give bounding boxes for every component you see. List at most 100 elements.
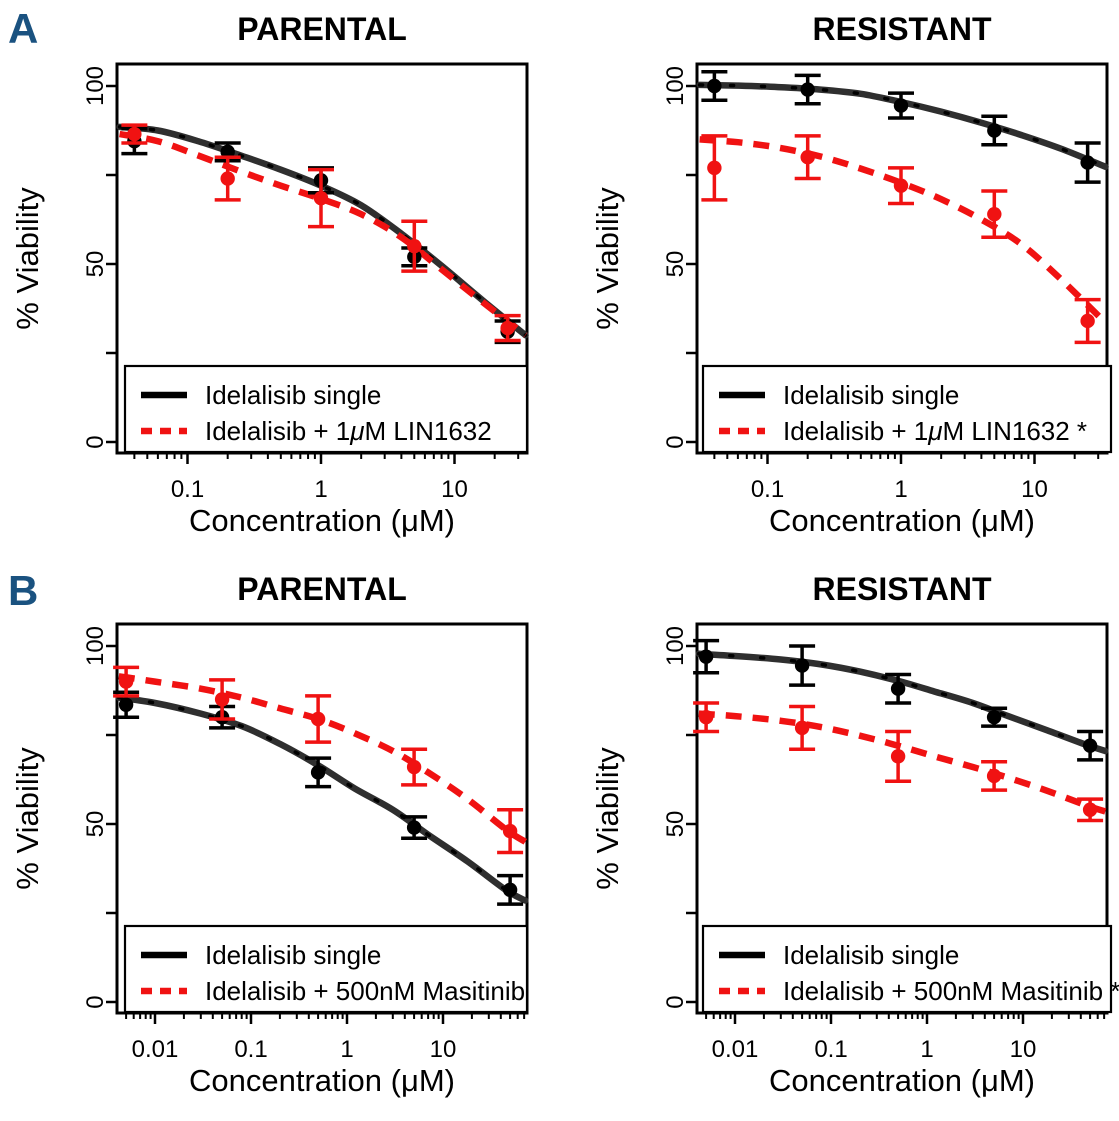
y-tick-label: 0 (662, 435, 689, 448)
legend-box (701, 364, 1113, 454)
series-points-combination (121, 123, 521, 343)
series-curve-single (116, 123, 529, 339)
data-point (118, 697, 134, 712)
chart-title: PARENTAL (237, 11, 406, 47)
y-tick-label: 0 (82, 435, 109, 448)
data-point (500, 320, 515, 336)
y-tick-label: 100 (82, 66, 109, 106)
data-point (502, 823, 518, 839)
x-tick-label: 1 (340, 1036, 353, 1063)
data-point (707, 160, 722, 176)
data-point (794, 720, 810, 736)
series-curve-combination (698, 710, 1107, 815)
x-tick-label: 1 (314, 476, 327, 503)
x-tick-label: 10 (1010, 1036, 1037, 1063)
data-point (800, 150, 815, 165)
section-label-b: B (8, 567, 39, 614)
data-point (220, 171, 235, 186)
data-point (406, 820, 422, 835)
legend-label: Idelalisib + 500nM Masitinib (205, 976, 525, 1006)
x-axis-label: Concentration (μM) (769, 1063, 1035, 1098)
chart-title: RESISTANT (813, 571, 992, 607)
legend: Idelalisib single Idelalisib + 500nM Masi… (123, 924, 529, 1014)
y-tick-label: 0 (662, 995, 689, 1008)
data-point (127, 126, 142, 142)
x-tick-label: 0.1 (751, 476, 784, 503)
chart-panel-a-resistant: RESISTANT 0.1 1 10 0 50 100 Concentration (μM)%… (560, 0, 1119, 563)
legend: Idelalisib single Idelalisib + 1μM LIN163… (123, 364, 529, 454)
data-point (893, 178, 909, 193)
chart-title: PARENTAL (237, 571, 406, 607)
series-curve-combination (119, 130, 528, 338)
series-curve-single (695, 650, 1109, 755)
x-tick-label: 0.01 (132, 1036, 179, 1063)
data-point (707, 78, 722, 94)
data-point (986, 710, 1002, 725)
x-tick-label: 10 (441, 476, 468, 503)
x-axis-label: Concentration (μM) (189, 1063, 455, 1098)
y-tick-label: 50 (662, 251, 689, 278)
x-tick-label: 10 (430, 1036, 457, 1063)
x-tick-label: 10 (1021, 476, 1048, 503)
y-axis-label: % Viability (590, 747, 625, 890)
data-point (502, 882, 518, 898)
data-point (986, 768, 1002, 784)
legend-label: Idelalisib single (205, 940, 381, 970)
series-points-combination (113, 665, 524, 855)
y-tick-label: 0 (82, 995, 109, 1008)
legend: Idelalisib single Idelalisib + 1μM LIN163… (701, 364, 1113, 454)
data-point (698, 649, 714, 664)
series-curve-combination (699, 136, 1108, 326)
data-point (800, 82, 815, 97)
series-points-single (113, 690, 524, 906)
legend-label: Idelalisib + 1μM LIN1632 (205, 416, 492, 446)
y-tick-label: 50 (662, 811, 689, 838)
y-tick-label: 100 (662, 66, 689, 106)
data-point (1080, 155, 1095, 170)
y-tick-label: 50 (82, 251, 109, 278)
y-axis-label: % Viability (10, 187, 45, 330)
data-point (1080, 313, 1095, 329)
x-tick-label: 0.1 (171, 476, 204, 503)
data-point (310, 711, 326, 727)
series-curve-combination (118, 673, 528, 845)
data-point (406, 759, 422, 775)
data-point (118, 674, 134, 689)
legend-label: Idelalisib single (783, 380, 959, 410)
data-point (214, 692, 230, 707)
series-points-single (121, 126, 521, 345)
legend-label: Idelalisib + 500nM Masitinib * (783, 976, 1119, 1006)
x-tick-label: 0.1 (814, 1036, 847, 1063)
data-point (407, 239, 422, 254)
chart-panel-a-parental: PARENTAL 0.1 1 10 0 50 100 Concentration (μM)% … (0, 0, 560, 563)
series-curve-single (115, 694, 529, 904)
data-point (794, 658, 810, 673)
data-point (1082, 738, 1098, 753)
legend-label: Idelalisib single (783, 940, 959, 970)
legend-label: Idelalisib single (205, 380, 381, 410)
chart-panel-b-parental: PARENTAL 0.01 0.1 1 10 0 50 100 Concentration (μ… (0, 560, 560, 1121)
y-tick-label: 100 (662, 626, 689, 666)
series-points-combination (701, 134, 1101, 345)
legend-box (123, 364, 529, 454)
y-tick-label: 100 (82, 626, 109, 666)
legend-box (701, 924, 1113, 1014)
data-point (987, 123, 1002, 138)
x-tick-label: 0.01 (712, 1036, 759, 1063)
x-tick-label: 1 (894, 476, 907, 503)
data-point (313, 190, 329, 206)
data-point (893, 98, 909, 113)
data-point (310, 765, 326, 780)
section-label-a: A (8, 5, 39, 52)
x-tick-label: 1 (920, 1036, 933, 1063)
data-point (987, 206, 1002, 222)
data-point (1082, 802, 1098, 817)
y-axis-label: % Viability (10, 747, 45, 890)
data-point (698, 710, 714, 725)
